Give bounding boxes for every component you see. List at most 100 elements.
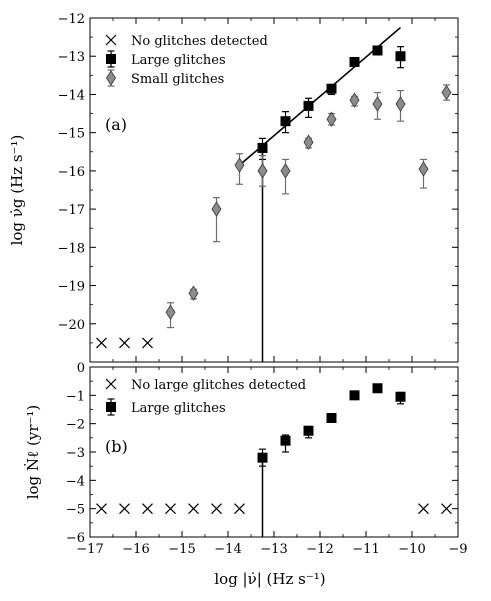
series-square — [257, 45, 406, 161]
x-tick-label: −13 — [260, 542, 287, 557]
legend-marker — [105, 378, 117, 390]
legend-label: Small glitches — [131, 72, 224, 87]
data-point — [326, 413, 337, 423]
data-point — [326, 111, 337, 128]
legend-label: No glitches detected — [131, 34, 268, 49]
panel-a: −20 −19 −18 −17 −16 −15 −14 −13 −12 log ν̇g (Hz s… — [8, 12, 459, 363]
y-tick-label: −3 — [66, 446, 85, 461]
y-tick-label: −19 — [58, 280, 85, 295]
data-point — [211, 201, 222, 217]
x-axis-title-group: log |ν̇| (Hz s⁻¹) — [214, 570, 325, 588]
y-tick-label: −18 — [58, 241, 85, 256]
data-point — [395, 96, 406, 112]
x-marker-stroke — [105, 378, 117, 390]
data-point — [395, 391, 406, 402]
data-point — [395, 51, 406, 62]
y-tick-label: −1 — [66, 389, 85, 404]
legend-label: No large glitches detected — [131, 378, 306, 393]
data-point — [280, 163, 291, 179]
data-point — [119, 337, 130, 349]
data-point — [165, 503, 176, 515]
series-x — [96, 503, 452, 515]
data-point — [257, 142, 268, 153]
data-point — [418, 161, 429, 177]
data-point — [280, 435, 291, 446]
data-point — [234, 157, 245, 173]
data-point — [303, 425, 314, 436]
data-point — [211, 503, 222, 515]
x-axis-title: log |ν̇| (Hz s⁻¹) — [214, 570, 325, 588]
x-tick-label: −17 — [76, 542, 103, 557]
data-point — [372, 383, 383, 394]
data-point — [165, 304, 176, 321]
data-point — [349, 390, 360, 401]
x-marker-stroke — [188, 503, 199, 515]
x-marker-stroke — [165, 503, 176, 515]
x-marker-stroke — [142, 337, 153, 349]
legend-marker — [106, 54, 116, 64]
data-point — [257, 163, 268, 179]
y-tick-label: −12 — [58, 12, 85, 27]
y-tick-label: −17 — [58, 203, 85, 218]
legend-entry: Small glitches — [106, 69, 224, 87]
panel-b: −17 −16 −15 −14 −13 −12 −11 −10 −9−6−5−4−3−2−10l… — [24, 361, 468, 557]
data-point — [96, 337, 107, 349]
data-point — [96, 503, 107, 515]
y-tick-label: −13 — [58, 50, 85, 65]
data-point — [142, 337, 153, 349]
data-point — [372, 96, 383, 112]
series-x — [96, 337, 153, 349]
data-point — [349, 56, 360, 67]
x-tick-label: −11 — [352, 542, 379, 557]
data-point — [119, 503, 130, 515]
x-tick-label: −9 — [448, 542, 467, 557]
y-tick-label: −5 — [66, 503, 85, 518]
y-tick-label: −4 — [66, 474, 85, 489]
y-tick-label: −15 — [58, 127, 85, 142]
data-point — [303, 100, 314, 111]
legend-marker — [105, 34, 117, 46]
x-marker-stroke — [441, 503, 452, 515]
x-marker-stroke — [96, 337, 107, 349]
data-point — [326, 83, 337, 94]
legend-entry: No glitches detected — [105, 34, 268, 49]
series-square — [257, 383, 406, 467]
legend-label: Large glitches — [131, 401, 226, 416]
y-axis-title: log Ṅℓ (yr⁻¹) — [24, 405, 42, 500]
y-tick-label: −2 — [66, 418, 85, 433]
data-point — [349, 92, 360, 108]
x-tick-label: −14 — [214, 542, 241, 557]
data-point — [188, 503, 199, 515]
data-point — [142, 503, 153, 515]
plot-frame — [89, 17, 459, 363]
x-marker-stroke — [418, 503, 429, 515]
y-tick-label: 0 — [77, 361, 85, 376]
panel-label: (a) — [105, 115, 127, 134]
x-tick-label: −10 — [398, 542, 425, 557]
data-point — [188, 285, 199, 301]
legend-marker — [106, 402, 116, 412]
y-axis-title: log ν̇g (Hz s⁻¹) — [8, 135, 26, 246]
x-tick-label: −12 — [306, 542, 333, 557]
x-marker-stroke — [119, 503, 130, 515]
panel-label: (b) — [105, 437, 128, 456]
legend-entry: Large glitches — [106, 50, 226, 68]
legend-label: Large glitches — [131, 53, 226, 68]
y-tick-label: −16 — [58, 165, 85, 180]
x-marker-stroke — [105, 34, 117, 46]
y-tick-label: −6 — [66, 531, 85, 546]
x-tick-label: −16 — [122, 542, 149, 557]
data-point — [257, 452, 268, 463]
data-point — [441, 503, 452, 515]
x-marker-stroke — [211, 503, 222, 515]
legend-entry: No large glitches detected — [105, 378, 306, 393]
y-tick-label: −14 — [58, 88, 85, 103]
data-point — [280, 116, 291, 127]
x-tick-label: −15 — [168, 542, 195, 557]
legend-marker — [106, 70, 116, 86]
legend-entry: Large glitches — [106, 398, 226, 416]
x-marker-stroke — [96, 503, 107, 515]
data-point — [234, 503, 245, 515]
series-diamond — [165, 84, 452, 329]
